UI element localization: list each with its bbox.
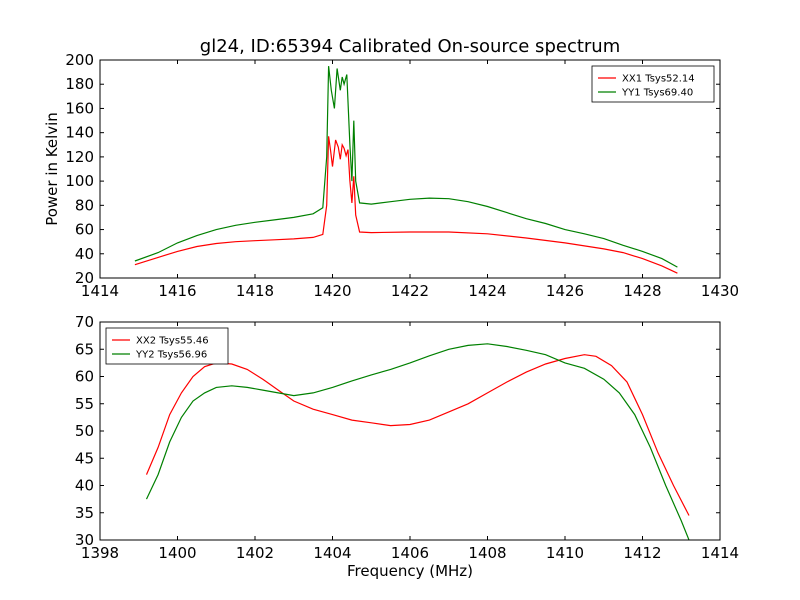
bottom-ytick-label: 35 (75, 504, 94, 522)
top-ytick-label: 100 (65, 172, 94, 190)
top-xtick-label: 1416 (158, 282, 196, 300)
bottom-series-line-2 (145, 343, 690, 540)
bottom-ytick-label: 40 (75, 477, 94, 495)
top-ytick-label: 60 (75, 221, 94, 239)
bottom-xtick-label: 1398 (81, 544, 119, 562)
bottom-ytick-label: 70 (75, 313, 94, 331)
top-series-line-1 (134, 136, 678, 274)
bottom-xtick-label: 1410 (546, 544, 584, 562)
top-plot-area: 1414 1416 1418 1420 1422 1424 1426 1428 1430 20 40… (65, 51, 739, 300)
top-xtick-label: 1422 (391, 282, 429, 300)
bottom-xtick-label: 1412 (623, 544, 661, 562)
bottom-series-line-1 (145, 354, 690, 516)
top-xtick-label: 1428 (623, 282, 661, 300)
bottom-xtick-label: 1408 (468, 544, 506, 562)
bottom-ytick-label: 55 (75, 395, 94, 413)
bottom-ytick-label: 50 (75, 422, 94, 440)
top-ytick-label: 200 (65, 51, 94, 69)
bottom-legend-label-1: XX2 Tsys55.46 (136, 336, 209, 347)
top-ytick-label: 120 (65, 148, 94, 166)
top-xtick-label: 1426 (546, 282, 584, 300)
bottom-xtick-label: 1402 (236, 544, 274, 562)
top-legend-label-1: XX1 Tsys52.14 (622, 74, 695, 85)
bottom-plot-area: 1398 1400 1402 1404 1406 1408 1410 1412 1414 30 35… (75, 313, 739, 562)
bottom-legend: XX2 Tsys55.46 YY2 Tsys56.96 (105, 327, 229, 365)
top-xtick-label: 1414 (81, 282, 119, 300)
top-ytick-label: 140 (65, 124, 94, 142)
top-ytick-label: 80 (75, 196, 94, 214)
top-ytick-label: 160 (65, 99, 94, 117)
top-xtick-label: 1420 (313, 282, 351, 300)
top-ytick-label: 40 (75, 245, 94, 263)
top-xtick-label: 1424 (468, 282, 506, 300)
top-xtick-label: 1430 (701, 282, 739, 300)
bottom-xtick-label: 1400 (158, 544, 196, 562)
bottom-ytick-label: 45 (75, 449, 94, 467)
top-chart-ylabel: Power in Kelvin (43, 112, 61, 226)
bottom-xtick-label: 1414 (701, 544, 739, 562)
bottom-legend-label-2: YY2 Tsys56.96 (135, 350, 207, 361)
bottom-xtick-label: 1406 (391, 544, 429, 562)
bottom-chart-xlabel: Frequency (MHz) (347, 562, 473, 580)
top-legend-label-2: YY1 Tsys69.40 (621, 88, 693, 99)
top-xtick-label: 1418 (236, 282, 274, 300)
bottom-ytick-label: 65 (75, 340, 94, 358)
bottom-xtick-label: 1404 (313, 544, 351, 562)
bottom-ytick-label: 30 (75, 531, 94, 549)
top-ytick-label: 20 (75, 269, 94, 287)
top-chart-title: gl24, ID:65394 Calibrated On-source spec… (200, 36, 620, 57)
top-series-line-2 (134, 66, 678, 268)
top-ytick-label: 180 (65, 75, 94, 93)
top-legend-box (591, 65, 715, 103)
bottom-legend-box (105, 327, 229, 365)
bottom-ytick-label: 60 (75, 368, 94, 386)
top-legend: XX1 Tsys52.14 YY1 Tsys69.40 (591, 65, 715, 103)
